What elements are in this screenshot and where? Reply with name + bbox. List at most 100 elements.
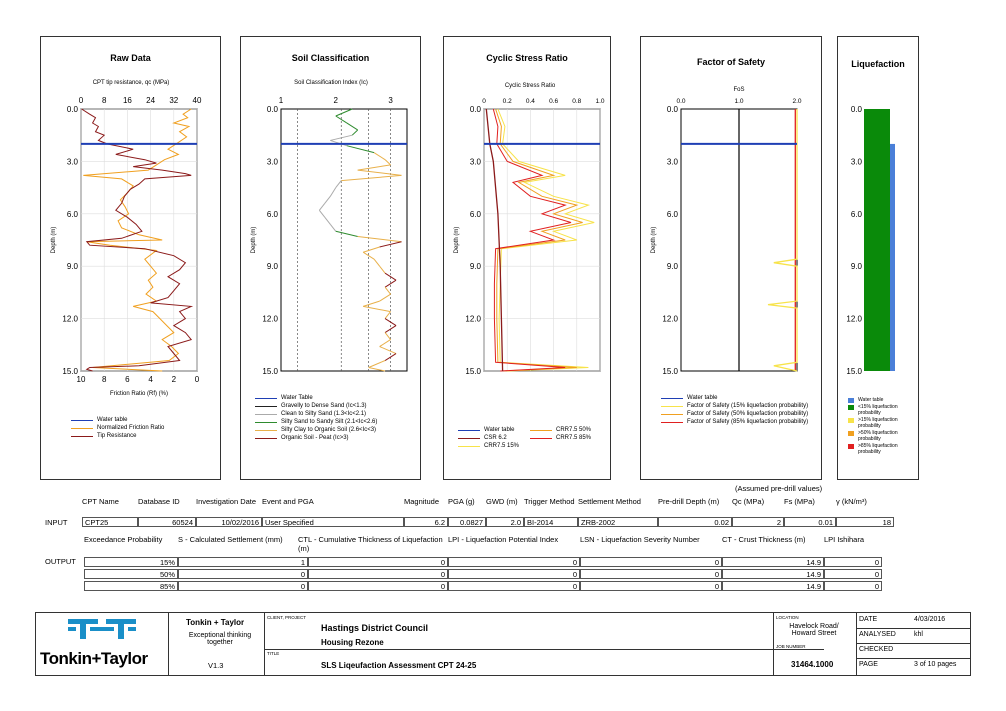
soil-x-tick: 1 <box>279 96 284 105</box>
ic-line-segment <box>384 325 397 333</box>
input-header-cell: Trigger Method <box>524 497 575 506</box>
ic-line-segment <box>329 223 337 232</box>
legend-label: Gravelly to Dense Sand (Ic<1.3) <box>281 403 367 409</box>
legend-swatch <box>848 444 854 449</box>
date-label: DATE <box>859 616 878 623</box>
legend-entry: Clean to Silty Sand (1.3<Ic<2.1) <box>255 411 415 418</box>
input-cell: ZRB-2002 <box>578 517 658 527</box>
legend-label: Water table <box>858 397 884 403</box>
csr-y-tick: 3.0 <box>470 157 482 166</box>
output-cell: 50% <box>84 569 178 579</box>
ic-line-segment <box>379 346 397 354</box>
ic-line-segment <box>346 122 358 131</box>
fos-x-tick: 2.0 <box>792 98 801 105</box>
company-name: Tonkin + Taylor <box>186 618 245 627</box>
fos-title: Factor of Safety <box>696 57 765 67</box>
raw-x-bottom-tick: 6 <box>125 375 130 384</box>
liq-y-tick: 15.0 <box>846 367 862 376</box>
soil-x-tick: 2 <box>334 96 339 105</box>
fos-y-tick: 3.0 <box>667 157 679 166</box>
raw-x-tick: 24 <box>146 96 155 105</box>
tip-resistance-line <box>81 108 194 372</box>
input-header-cell: CPT Name <box>82 497 119 506</box>
legend-swatch <box>255 430 277 431</box>
csr-chart: Cyclic Stress Ratio 0.0 3.0 6.0 9.0 12.0 15.0 0… <box>454 83 605 376</box>
input-cell: 0.02 <box>658 517 732 527</box>
legend-entry: Factor of Safety (50% liquefaction proba… <box>661 411 819 418</box>
ic-line-segment <box>318 203 326 211</box>
ic-line-segment <box>363 305 391 313</box>
ic-line-segment <box>379 265 386 274</box>
legend-swatch <box>661 398 683 399</box>
ic-line-segment <box>368 360 386 368</box>
ic-line-segment <box>318 209 326 218</box>
csr-legend-left: Water table CSR 6.2 CRR7.5 15% <box>458 427 530 451</box>
legend-label: Silty Clay to Organic Soil (2.6<Ic<3) <box>281 427 377 433</box>
fos-panel: Factor of Safety FoS 0.0 3.0 6.0 9.0 12.0 15.0… <box>640 36 822 480</box>
csr-series-line <box>497 108 595 372</box>
output-cell: 0 <box>448 581 580 591</box>
raw-x-tick: 32 <box>169 96 178 105</box>
legend-swatch <box>255 422 277 423</box>
legend-label: Water table <box>484 427 515 433</box>
legend-entry: Water table <box>458 427 530 434</box>
legend-entry: Gravelly to Dense Sand (Ic<1.3) <box>255 403 415 410</box>
input-cell: 0.01 <box>784 517 836 527</box>
legend-swatch <box>458 446 480 447</box>
legend-entry: Silty Sand to Sandy Silt (2.1<Ic<2.6) <box>255 419 415 426</box>
liq-y-tick: 9.0 <box>851 262 863 271</box>
output-cell: 0 <box>580 557 722 567</box>
legend-swatch <box>661 406 683 407</box>
input-header-cell: PGA (g) <box>448 497 475 506</box>
output-cell: 85% <box>84 581 178 591</box>
legend-label: Factor of Safety (85% liquefaction proba… <box>687 419 809 425</box>
legend-swatch <box>530 430 552 431</box>
liq-probability-bar <box>864 109 890 371</box>
csr-y-tick: 6.0 <box>470 210 482 219</box>
fos-y-axis-label: Depth (m) <box>651 227 657 254</box>
csr-panel: Cyclic Stress Ratio Cyclic Stress Ratio 0… <box>443 36 611 480</box>
soil-y-tick: 0.0 <box>267 105 279 114</box>
raw-data-legend: Water table Normalized Friction Ratio Tip … <box>71 417 211 441</box>
fos-y-tick: 9.0 <box>667 262 679 271</box>
output-header-cell: LPI Ishihara <box>824 535 865 544</box>
assumed-values-label: (Assumed pre-drill values) <box>735 484 823 493</box>
ic-line-segment <box>379 241 402 248</box>
ic-line-segment <box>335 230 358 237</box>
input-cell: 10/02/2016 <box>196 517 262 527</box>
ic-line-segment <box>379 293 391 302</box>
soil-top-axis-label: Soil Classification Index (Ic) <box>294 80 368 86</box>
ic-line-segment <box>329 187 337 197</box>
legend-swatch <box>661 422 683 423</box>
csr-y-tick: 12.0 <box>465 315 481 324</box>
legend-label: Factor of Safety (15% liquefaction proba… <box>687 403 809 409</box>
output-cell: 0 <box>308 557 448 567</box>
legend-label: Water table <box>687 395 718 401</box>
raw-data-panel: Raw Data CPT tip resistance, qc (MPa) 0.0… <box>40 36 221 480</box>
raw-y-tick: 0.0 <box>67 105 79 114</box>
ic-line-segment <box>357 164 391 171</box>
legend-entry: >50% liquefaction probability <box>848 430 918 442</box>
liquefaction-title: Liquefaction <box>851 59 905 69</box>
friction-ratio-line <box>83 108 192 372</box>
input-header-cell: Qc (MPa) <box>732 497 765 506</box>
legend-entry: CRR7.5 15% <box>458 443 530 450</box>
legend-entry: Water table <box>848 397 918 403</box>
legend-entry: >85% liquefaction probability <box>848 443 918 455</box>
legend-label: >50% liquefaction probability <box>858 430 898 442</box>
csr-title: Cyclic Stress Ratio <box>486 53 568 63</box>
ic-line-segment <box>335 115 348 124</box>
legend-swatch <box>255 406 277 407</box>
soil-x-tick: 3 <box>388 96 393 105</box>
legend-label: Tip Resistance <box>97 433 137 439</box>
legend-label: >15% liquefaction probability <box>858 417 898 429</box>
client-label: CLIENT, PROJECT <box>267 615 307 620</box>
ic-line-segment <box>384 332 391 340</box>
input-header-cell: Fs (MPa) <box>784 497 815 506</box>
output-header-cell: CT - Crust Thickness (m) <box>722 535 806 544</box>
raw-bottom-axis-label: Friction Ratio (Rf) (%) <box>110 391 168 397</box>
liquefaction-panel: Liquefaction 0.0 3.0 6.0 9.0 12.0 15.0 Water … <box>837 36 919 480</box>
input-cell: User Specified <box>262 517 404 527</box>
job-number: 31464.1000 <box>791 660 834 669</box>
output-row-label: OUTPUT <box>45 557 76 566</box>
